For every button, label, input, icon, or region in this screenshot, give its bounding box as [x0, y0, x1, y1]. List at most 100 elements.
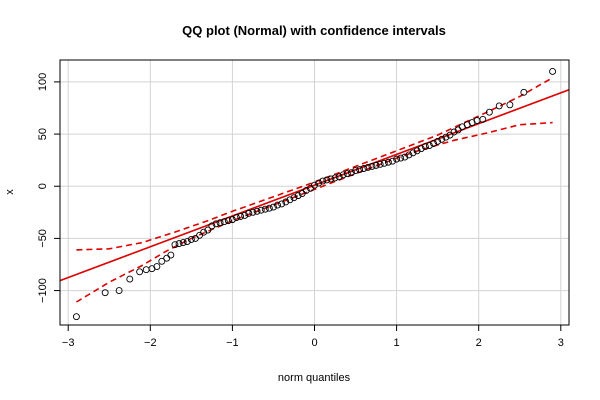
data-point	[142, 266, 150, 274]
y-tick-label: 0	[37, 183, 49, 189]
data-point	[360, 165, 368, 172]
y-tick-label: 50	[37, 128, 49, 140]
data-point	[401, 153, 409, 161]
data-point	[233, 214, 240, 221]
data-point	[479, 116, 487, 123]
data-point	[179, 239, 187, 247]
data-point	[376, 160, 384, 168]
data-point	[241, 212, 249, 219]
data-point	[187, 235, 195, 243]
x-axis-label: norm quantiles	[278, 372, 351, 384]
data-point	[372, 161, 380, 169]
data-point	[294, 192, 302, 200]
data-point	[115, 287, 123, 295]
data-point	[397, 154, 405, 162]
data-point	[253, 207, 261, 215]
data-point	[339, 171, 347, 179]
data-point	[212, 220, 220, 228]
x-tick-label: 1	[394, 337, 400, 349]
data-point	[72, 313, 80, 321]
x-tick-label: −1	[226, 337, 239, 349]
data-point	[216, 219, 224, 227]
lower-confidence-line	[75, 121, 553, 303]
data-point	[409, 149, 417, 157]
x-tick-label: 2	[476, 337, 482, 349]
data-point	[175, 240, 183, 248]
x-tick-label: −3	[62, 337, 75, 349]
data-point	[274, 201, 282, 209]
data-point	[261, 205, 269, 213]
data-point	[319, 177, 327, 185]
data-points	[72, 68, 557, 321]
data-point	[327, 175, 335, 183]
data-point	[278, 200, 286, 208]
data-point	[311, 181, 318, 189]
data-point	[257, 206, 265, 214]
data-point	[153, 263, 161, 271]
data-point	[389, 157, 396, 165]
data-point	[430, 140, 437, 147]
data-point	[549, 68, 557, 75]
data-point	[224, 217, 232, 225]
data-point	[442, 133, 450, 141]
data-point	[220, 218, 228, 226]
data-point	[302, 186, 310, 194]
reference-line	[60, 89, 569, 282]
y-tick-label: −50	[37, 229, 49, 248]
data-point	[421, 143, 429, 151]
data-point	[167, 251, 175, 259]
y-tick-label: 100	[37, 73, 49, 91]
data-point	[343, 170, 351, 178]
data-point	[315, 179, 323, 187]
data-point	[290, 194, 298, 202]
data-point	[425, 142, 433, 150]
data-point	[163, 254, 171, 262]
data-point	[265, 204, 273, 212]
x-tick-label: 3	[558, 337, 564, 349]
y-axis-label: x	[4, 189, 16, 195]
grid-lines	[60, 60, 569, 325]
confidence-band	[75, 77, 553, 303]
data-point	[417, 145, 425, 153]
data-point	[335, 173, 343, 181]
data-point	[331, 174, 339, 182]
data-point	[393, 155, 401, 163]
data-point	[450, 128, 458, 136]
data-point	[485, 108, 493, 116]
x-tick-label: −2	[144, 337, 157, 349]
data-point	[200, 228, 208, 236]
data-point	[208, 222, 216, 230]
data-point	[384, 158, 392, 166]
data-point	[183, 238, 191, 245]
data-point	[126, 275, 134, 283]
data-point	[158, 257, 166, 265]
data-point	[249, 208, 257, 216]
chart-title: QQ plot (Normal) with confidence interva…	[182, 23, 446, 38]
data-point	[356, 166, 364, 173]
data-point	[380, 159, 388, 167]
y-axis: −100 −50 0 50 100	[37, 73, 60, 303]
reference-line-layer	[60, 89, 569, 282]
data-point	[495, 102, 503, 110]
data-point	[506, 101, 514, 109]
data-point	[286, 196, 294, 204]
data-point	[270, 203, 277, 211]
data-point	[136, 268, 144, 276]
data-point	[323, 176, 331, 184]
data-point	[434, 137, 442, 145]
data-point	[520, 88, 528, 96]
x-tick-label: 0	[311, 337, 317, 349]
data-point	[368, 162, 376, 170]
data-point	[204, 226, 212, 234]
data-point	[405, 151, 413, 159]
data-point	[282, 198, 290, 206]
y-tick-label: −100	[37, 278, 49, 303]
data-point	[228, 216, 236, 224]
data-point	[171, 241, 179, 249]
data-point	[352, 167, 359, 175]
data-point	[237, 213, 245, 220]
x-axis: −3 −2 −1 0 1 2 3	[62, 325, 564, 349]
data-point	[364, 164, 372, 171]
data-point	[245, 209, 253, 217]
